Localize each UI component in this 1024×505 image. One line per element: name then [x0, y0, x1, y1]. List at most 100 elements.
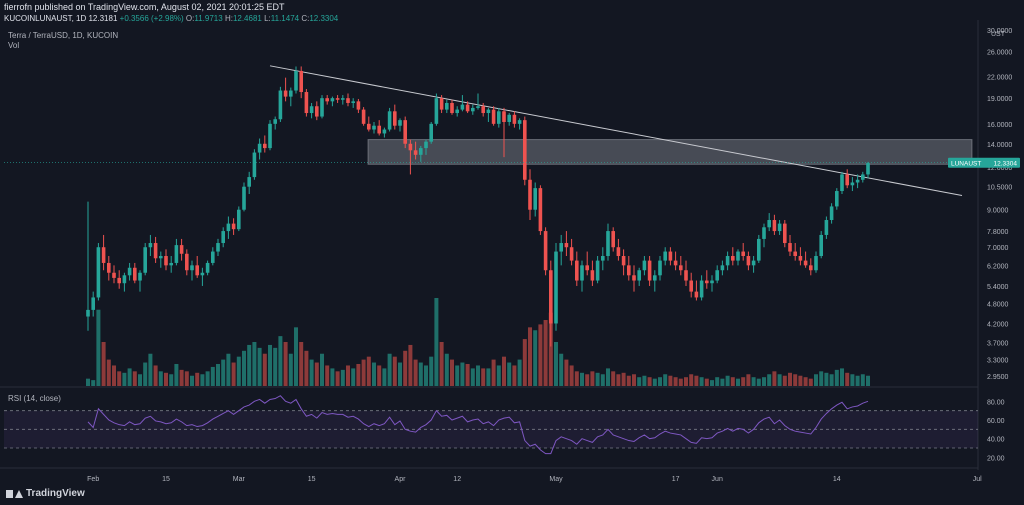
volume-bar: [502, 356, 506, 386]
volume-bar: [164, 372, 168, 386]
candle-body: [751, 260, 756, 266]
volume-bar: [866, 375, 870, 386]
volume-bar: [699, 377, 704, 386]
candle-body: [767, 220, 771, 228]
candle-body: [465, 104, 470, 112]
volume-bar: [704, 378, 709, 386]
candle-body: [772, 220, 777, 232]
volume-bar: [372, 362, 376, 386]
instrument-title: Terra / TerraUSD, 1D, KUCOIN: [8, 31, 119, 40]
candle-body: [445, 102, 449, 110]
candle-body: [736, 251, 740, 261]
candle-body: [627, 265, 631, 276]
candle-body: [429, 123, 433, 142]
candle-body: [533, 188, 537, 210]
candle-body: [382, 129, 387, 134]
volume-bar: [855, 375, 860, 386]
volume-bar: [580, 372, 584, 386]
candle-body: [273, 119, 277, 124]
volume-bar: [751, 377, 756, 386]
candle-body: [699, 280, 704, 298]
volume-bar: [325, 365, 330, 386]
candle-body: [169, 262, 173, 266]
volume-bar: [481, 368, 486, 386]
candle-body: [221, 231, 225, 244]
candle-body: [231, 223, 236, 230]
candle-body: [798, 256, 803, 261]
volume-bar: [195, 372, 200, 386]
volume-bar: [611, 371, 616, 386]
last-price-tag: LUNAUST 12.3304: [4, 157, 1020, 168]
volume-bar: [512, 365, 517, 386]
candle-body: [668, 251, 673, 261]
candle-body: [289, 90, 293, 97]
volume-bar: [283, 342, 288, 386]
volume-bar: [434, 298, 439, 386]
candle-body: [538, 188, 543, 232]
volume-bar: [398, 362, 402, 386]
volume-bar: [746, 374, 751, 386]
volume-bar: [829, 374, 834, 386]
price-tick-label: 9.0000: [987, 208, 1009, 215]
volume-bar: [226, 353, 231, 386]
candle-body: [595, 260, 600, 281]
time-tick-label: 15: [308, 476, 316, 483]
candle-body: [543, 231, 548, 271]
volume-bar: [309, 359, 314, 386]
volume-bar: [860, 374, 865, 386]
rsi-line: [87, 395, 869, 455]
volume-bar: [725, 375, 730, 386]
volume-bar: [486, 368, 491, 386]
candle-body: [263, 143, 267, 149]
volume-bar: [366, 356, 371, 386]
price-tick-label: 12.0000: [987, 165, 1012, 172]
volume-bar: [788, 372, 792, 386]
candle-body: [387, 111, 392, 130]
candle-body: [741, 251, 745, 257]
candle-body: [502, 111, 506, 122]
candle-body: [107, 262, 111, 273]
volume-bar: [351, 368, 356, 386]
volume-bar: [626, 375, 631, 386]
volume-bar: [522, 339, 527, 386]
volume-bar: [741, 377, 746, 386]
close-value: 12.3304: [309, 14, 339, 23]
time-tick-label: Apr: [395, 476, 407, 483]
candle-body: [580, 265, 584, 281]
candle-body: [512, 114, 517, 124]
open-value: 11.9713: [194, 14, 223, 23]
price-tick-label: 16.0000: [987, 122, 1012, 129]
volume-bar: [684, 377, 688, 386]
last-price-tag-bg: [948, 157, 1020, 168]
volume-bar: [112, 365, 116, 386]
volume-bar: [86, 378, 90, 386]
candle-body: [393, 111, 397, 126]
candle-body: [351, 101, 355, 103]
volume-bar: [236, 356, 241, 386]
volume-bar: [320, 353, 324, 386]
candle-body: [569, 247, 574, 261]
volume-bar: [122, 372, 127, 386]
volume-bar: [429, 356, 434, 386]
volume-bar: [595, 372, 600, 386]
time-tick-label: Mar: [233, 476, 246, 483]
candle-body: [174, 245, 179, 263]
volume-bar: [756, 378, 761, 386]
volume-bar: [268, 344, 272, 386]
candle-body: [294, 70, 298, 91]
volume-bar: [179, 369, 184, 386]
candle-body: [356, 101, 361, 110]
volume-bar: [242, 350, 246, 386]
price-tick-label: 14.0000: [987, 142, 1012, 149]
time-tick-label: 15: [162, 476, 170, 483]
candle-body: [471, 107, 475, 112]
time-axis: Feb15Mar15Apr12May17Jun14Jul12Aug16: [87, 476, 982, 483]
candle-body: [361, 109, 366, 124]
price-tick-label: 4.2000: [987, 321, 1009, 328]
candle-body: [705, 280, 709, 284]
volume-bar: [538, 324, 543, 386]
volume-bar: [642, 375, 647, 386]
volume-bar: [559, 353, 564, 386]
